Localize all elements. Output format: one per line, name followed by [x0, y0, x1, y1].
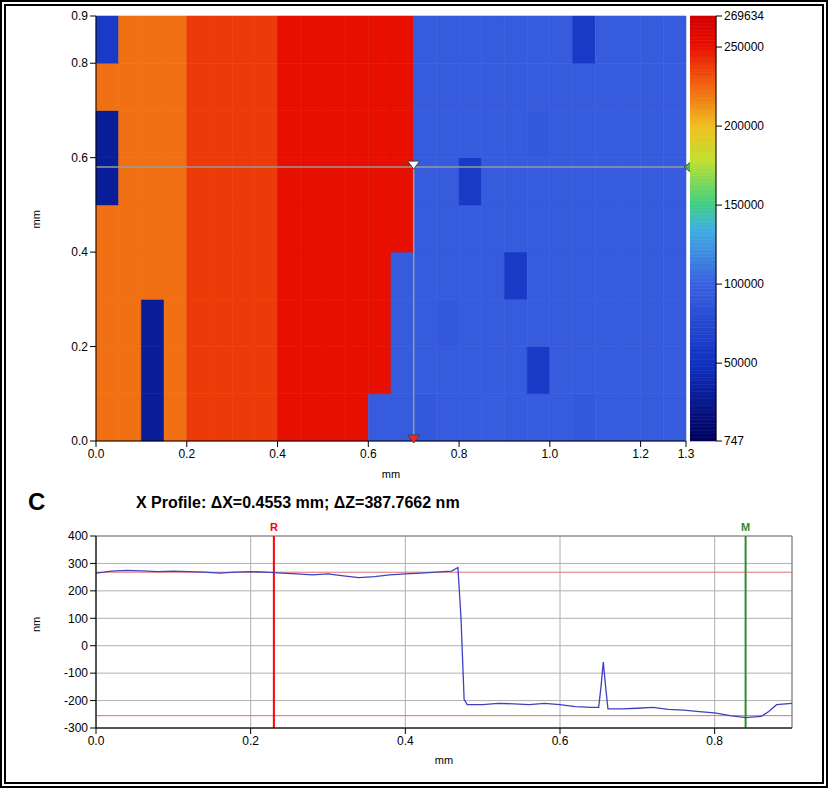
svg-text:0.2: 0.2: [71, 340, 88, 354]
svg-text:M: M: [741, 521, 750, 533]
svg-text:100000: 100000: [724, 277, 764, 291]
svg-text:0: 0: [81, 639, 88, 653]
svg-text:nm: nm: [30, 617, 42, 632]
svg-text:1.3: 1.3: [678, 447, 695, 461]
svg-text:mm: mm: [30, 210, 42, 228]
svg-text:1.0: 1.0: [542, 447, 559, 461]
svg-text:200: 200: [68, 584, 88, 598]
svg-text:R: R: [270, 521, 278, 533]
svg-text:-300: -300: [64, 721, 88, 735]
svg-text:0.2: 0.2: [178, 447, 195, 461]
svg-text:0.8: 0.8: [706, 734, 723, 748]
svg-text:0.8: 0.8: [451, 447, 468, 461]
svg-text:0.6: 0.6: [552, 734, 569, 748]
svg-text:0.8: 0.8: [71, 56, 88, 70]
html-text:X Profile: ΔX=0.4553 mm; ΔZ=38: X Profile: ΔX=0.4553 mm; ΔZ=387.7662 nm: [136, 494, 460, 511]
svg-text:0.4: 0.4: [397, 734, 414, 748]
svg-text:200000: 200000: [724, 119, 764, 133]
svg-text:mm: mm: [435, 754, 453, 766]
svg-text:0.6: 0.6: [71, 151, 88, 165]
svg-text:0.0: 0.0: [88, 734, 105, 748]
svg-text:300: 300: [68, 557, 88, 571]
svg-text:269634: 269634: [724, 9, 764, 23]
svg-text:0.6: 0.6: [360, 447, 377, 461]
svg-text:400: 400: [68, 529, 88, 543]
svg-text:1.2: 1.2: [632, 447, 649, 461]
svg-text:747: 747: [724, 434, 744, 448]
svg-text:0.4: 0.4: [269, 447, 286, 461]
svg-text:0.4: 0.4: [71, 245, 88, 259]
svg-text:100: 100: [68, 612, 88, 626]
svg-text:250000: 250000: [724, 40, 764, 54]
svg-text:0.0: 0.0: [71, 434, 88, 448]
svg-text:-100: -100: [64, 666, 88, 680]
svg-text:0.0: 0.0: [88, 447, 105, 461]
svg-text:50000: 50000: [724, 356, 758, 370]
svg-text:0.2: 0.2: [242, 734, 259, 748]
html-text:C: C: [28, 488, 46, 515]
svg-text:0.9: 0.9: [71, 9, 88, 23]
svg-text:150000: 150000: [724, 198, 764, 212]
svg-text:mm: mm: [382, 468, 400, 480]
svg-text:-200: -200: [64, 694, 88, 708]
